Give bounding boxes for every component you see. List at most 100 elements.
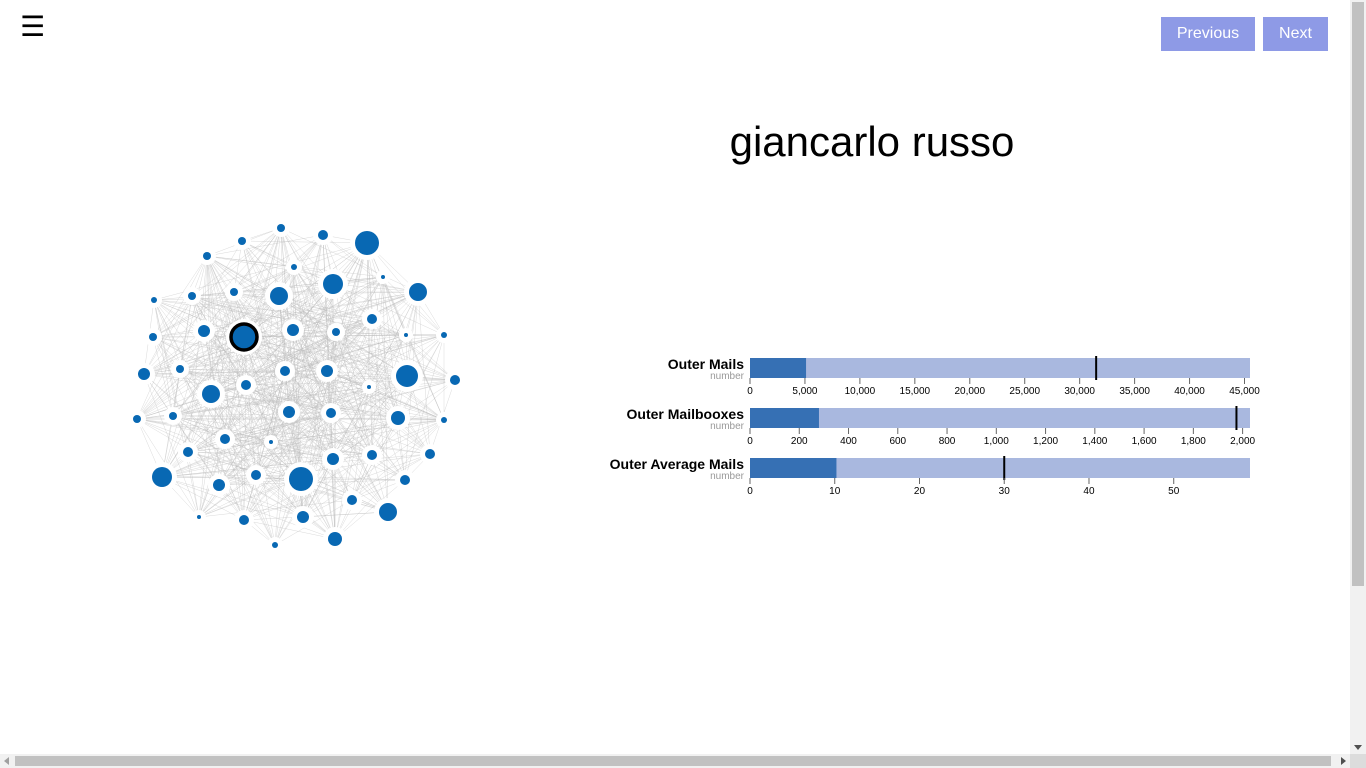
next-button[interactable]: Next [1263,17,1328,51]
person-node[interactable] [445,370,465,390]
bullet-tick-label: 30 [999,486,1011,497]
bullet-tick-label: 20 [914,486,926,497]
person-node[interactable] [420,444,440,464]
person-node[interactable] [313,225,333,245]
bullet-range-bar [750,358,1250,378]
horizontal-scrollbar[interactable] [0,754,1350,768]
email-network-graph [128,219,465,553]
bullet-range-bar [750,458,1250,478]
scrollbar-corner [1350,754,1366,768]
bullet-title: Outer Mailbooxes [627,406,745,422]
bullet-tick-label: 1,000 [984,436,1009,447]
person-node[interactable] [386,406,410,430]
person-node[interactable] [178,442,198,462]
vertical-scrollbar[interactable] [1350,0,1366,754]
bullet-tick-label: 1,800 [1181,436,1206,447]
person-node[interactable] [192,510,206,524]
scroll-right-arrow-icon[interactable] [1341,757,1346,765]
bullet-tick-label: 800 [939,436,956,447]
person-node[interactable] [362,309,382,329]
person-node[interactable] [342,490,362,510]
person-node[interactable] [267,537,283,553]
person-node[interactable] [436,327,452,343]
person-node[interactable] [282,319,304,341]
person-node[interactable] [292,506,314,528]
person-node[interactable] [404,278,432,306]
person-node[interactable] [208,474,230,496]
scroll-down-arrow-icon[interactable] [1354,745,1362,750]
person-node[interactable] [164,407,182,425]
person-node[interactable] [362,445,382,465]
bullet-tick-label: 400 [840,436,857,447]
person-node[interactable] [362,380,376,394]
bullet-tick-label: 200 [791,436,808,447]
person-node[interactable] [316,360,338,382]
person-node[interactable] [322,448,344,470]
bullet-tick-label: 5,000 [792,386,817,397]
bullet-tick-label: 15,000 [900,386,931,397]
person-node[interactable] [436,412,452,428]
person-node[interactable] [225,283,243,301]
person-name-title: giancarlo russo [729,118,1015,165]
bullet-tick-label: 35,000 [1119,386,1150,397]
horizontal-scrollbar-thumb[interactable] [15,756,1331,766]
bullet-subtitle: number [710,471,745,482]
person-node[interactable] [275,361,295,381]
person-node[interactable] [233,232,251,250]
person-node[interactable] [193,320,215,342]
bullet-tick-label: 10,000 [845,386,876,397]
bullet-tick-label: 40 [1083,486,1095,497]
bullet-tick-label: 50 [1168,486,1180,497]
person-node[interactable] [234,510,254,530]
person-node[interactable] [327,323,345,341]
previous-button[interactable]: Previous [1161,17,1255,51]
bullet-tick-label: 20,000 [954,386,985,397]
bullet-tick-label: 0 [747,486,753,497]
bullet-tick-label: 2,000 [1230,436,1255,447]
person-node[interactable] [265,282,293,310]
person-node[interactable] [399,328,413,342]
person-node[interactable] [318,269,348,299]
person-node[interactable] [278,401,300,423]
bullet-tick-label: 45,000 [1229,386,1260,397]
person-node[interactable] [374,498,402,526]
person-node[interactable] [395,470,415,490]
bullet-tick-label: 600 [889,436,906,447]
bullet-tick-label: 0 [747,386,753,397]
person-node[interactable] [197,380,225,408]
person-node[interactable] [286,259,302,275]
person-node[interactable] [284,462,318,496]
person-node[interactable] [264,435,278,449]
bullet-tick-label: 10 [829,486,841,497]
person-node[interactable] [391,360,423,392]
person-node[interactable] [128,410,146,428]
person-node[interactable] [146,292,162,308]
person-node[interactable] [246,465,266,485]
bullet-measure-bar [750,408,819,428]
person-node[interactable] [198,247,216,265]
person-node[interactable] [147,462,177,492]
bullet-subtitle: number [710,421,745,432]
hamburger-menu-icon[interactable]: ☰ [20,10,46,43]
person-node[interactable] [350,226,384,260]
bullet-measure-bar [750,358,807,378]
bullet-range-bar [750,408,1250,428]
selected-person-node[interactable] [226,319,262,355]
scroll-left-arrow-icon[interactable] [4,757,9,765]
person-node[interactable] [183,287,201,305]
person-node[interactable] [321,403,341,423]
person-node[interactable] [376,270,390,284]
vertical-scrollbar-thumb[interactable] [1352,2,1364,586]
person-node[interactable] [144,328,162,346]
person-node[interactable] [236,375,256,395]
person-node[interactable] [171,360,189,378]
network-edges [136,227,456,546]
person-node[interactable] [323,527,347,551]
bullet-tick-label: 0 [747,436,753,447]
person-node[interactable] [215,429,235,449]
person-node[interactable] [133,363,155,385]
person-node[interactable] [272,219,290,237]
bullet-tick-label: 25,000 [1009,386,1040,397]
